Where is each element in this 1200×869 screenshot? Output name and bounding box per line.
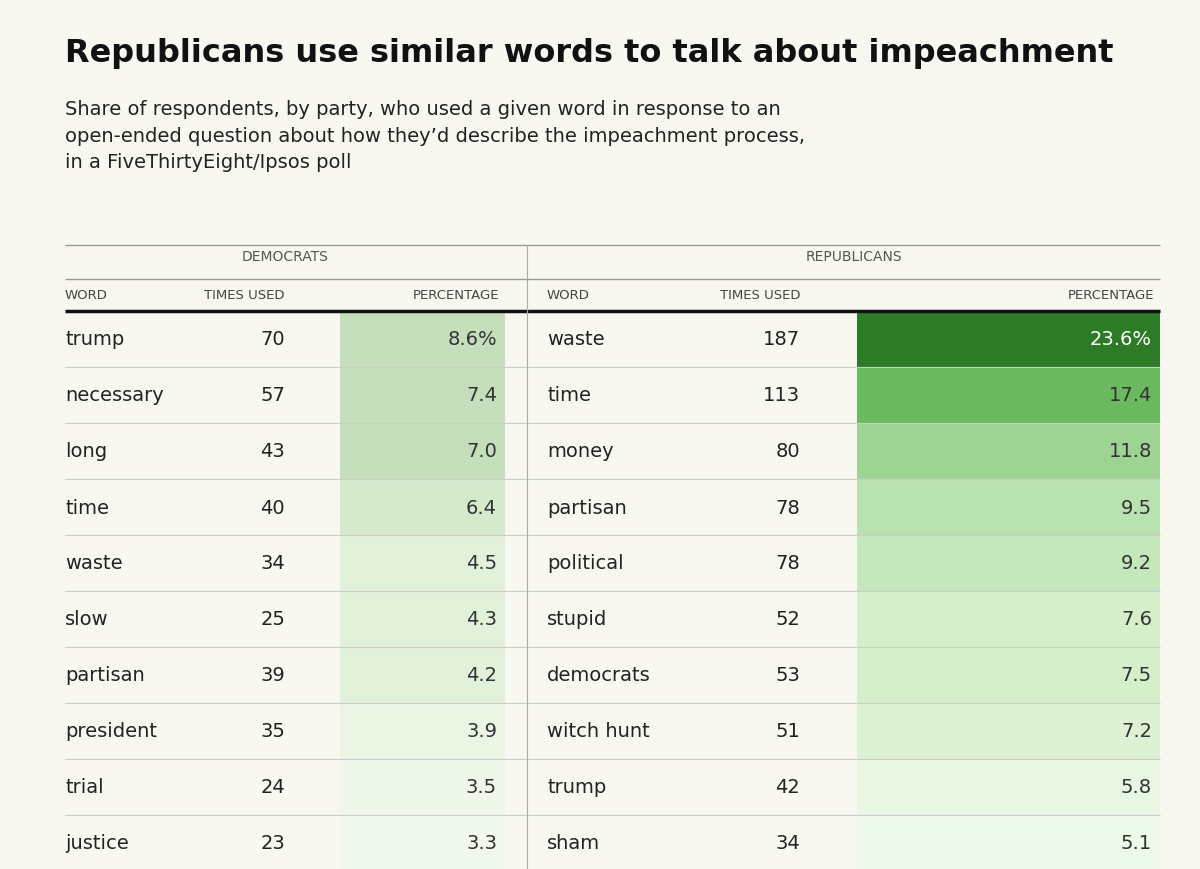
Text: 3.3: 3.3 bbox=[466, 833, 497, 852]
Text: 9.2: 9.2 bbox=[1121, 554, 1152, 573]
Text: TIMES USED: TIMES USED bbox=[204, 289, 286, 302]
Text: 40: 40 bbox=[260, 498, 286, 517]
Text: waste: waste bbox=[547, 330, 605, 349]
Text: WORD: WORD bbox=[547, 289, 590, 302]
Text: 24: 24 bbox=[260, 778, 286, 797]
Text: 51: 51 bbox=[775, 721, 800, 740]
Text: 70: 70 bbox=[260, 330, 286, 349]
Text: 113: 113 bbox=[763, 386, 800, 405]
Text: 187: 187 bbox=[763, 330, 800, 349]
Text: 23: 23 bbox=[260, 833, 286, 852]
Text: 7.4: 7.4 bbox=[466, 386, 497, 405]
Text: witch hunt: witch hunt bbox=[547, 721, 649, 740]
Text: stupid: stupid bbox=[547, 610, 607, 629]
Bar bbox=[857, 703, 1160, 760]
Text: partisan: partisan bbox=[547, 498, 626, 517]
Text: 7.5: 7.5 bbox=[1121, 666, 1152, 685]
Bar bbox=[857, 312, 1160, 368]
Bar bbox=[857, 760, 1160, 815]
Text: WORD: WORD bbox=[65, 289, 108, 302]
Text: 4.5: 4.5 bbox=[466, 554, 497, 573]
Bar bbox=[340, 647, 505, 703]
Text: 7.6: 7.6 bbox=[1121, 610, 1152, 629]
Text: partisan: partisan bbox=[65, 666, 145, 685]
Text: Republicans use similar words to talk about impeachment: Republicans use similar words to talk ab… bbox=[65, 38, 1114, 69]
Text: president: president bbox=[65, 721, 157, 740]
Text: democrats: democrats bbox=[547, 666, 650, 685]
Text: 53: 53 bbox=[775, 666, 800, 685]
Text: 35: 35 bbox=[260, 721, 286, 740]
Text: 7.2: 7.2 bbox=[1121, 721, 1152, 740]
Text: 5.1: 5.1 bbox=[1121, 833, 1152, 852]
Bar bbox=[857, 423, 1160, 480]
Text: political: political bbox=[547, 554, 624, 573]
Bar bbox=[340, 312, 505, 368]
Text: justice: justice bbox=[65, 833, 128, 852]
Text: 4.3: 4.3 bbox=[466, 610, 497, 629]
Text: 42: 42 bbox=[775, 778, 800, 797]
Text: DEMOCRATS: DEMOCRATS bbox=[241, 249, 329, 263]
Bar bbox=[857, 647, 1160, 703]
Text: money: money bbox=[547, 442, 613, 461]
Bar bbox=[340, 480, 505, 535]
Text: 34: 34 bbox=[260, 554, 286, 573]
Text: 8.6%: 8.6% bbox=[448, 330, 497, 349]
Text: trump: trump bbox=[65, 330, 125, 349]
Bar bbox=[857, 368, 1160, 423]
Text: 57: 57 bbox=[260, 386, 286, 405]
Text: TIMES USED: TIMES USED bbox=[720, 289, 800, 302]
Bar bbox=[857, 591, 1160, 647]
Text: trial: trial bbox=[65, 778, 103, 797]
Text: 4.2: 4.2 bbox=[466, 666, 497, 685]
Text: 52: 52 bbox=[775, 610, 800, 629]
Text: waste: waste bbox=[65, 554, 122, 573]
Bar bbox=[340, 368, 505, 423]
Text: 7.0: 7.0 bbox=[466, 442, 497, 461]
Text: 23.6%: 23.6% bbox=[1090, 330, 1152, 349]
Text: long: long bbox=[65, 442, 107, 461]
Bar bbox=[340, 423, 505, 480]
Text: Share of respondents, by party, who used a given word in response to an
open-end: Share of respondents, by party, who used… bbox=[65, 100, 805, 172]
Text: REPUBLICANS: REPUBLICANS bbox=[805, 249, 902, 263]
Text: necessary: necessary bbox=[65, 386, 163, 405]
Bar bbox=[340, 760, 505, 815]
Text: 43: 43 bbox=[260, 442, 286, 461]
Text: sham: sham bbox=[547, 833, 600, 852]
Text: PERCENTAGE: PERCENTAGE bbox=[413, 289, 499, 302]
Bar bbox=[340, 591, 505, 647]
Text: 3.9: 3.9 bbox=[466, 721, 497, 740]
Bar bbox=[340, 815, 505, 869]
Bar bbox=[340, 535, 505, 591]
Text: 34: 34 bbox=[775, 833, 800, 852]
Bar bbox=[857, 480, 1160, 535]
Text: 5.8: 5.8 bbox=[1121, 778, 1152, 797]
Bar bbox=[857, 535, 1160, 591]
Text: 80: 80 bbox=[775, 442, 800, 461]
Text: 78: 78 bbox=[775, 554, 800, 573]
Text: 11.8: 11.8 bbox=[1109, 442, 1152, 461]
Bar bbox=[857, 815, 1160, 869]
Text: 6.4: 6.4 bbox=[466, 498, 497, 517]
Text: slow: slow bbox=[65, 610, 109, 629]
Text: 39: 39 bbox=[260, 666, 286, 685]
Text: 17.4: 17.4 bbox=[1109, 386, 1152, 405]
Text: 3.5: 3.5 bbox=[466, 778, 497, 797]
Text: trump: trump bbox=[547, 778, 606, 797]
Bar bbox=[340, 703, 505, 760]
Text: 78: 78 bbox=[775, 498, 800, 517]
Text: 9.5: 9.5 bbox=[1121, 498, 1152, 517]
Text: time: time bbox=[65, 498, 109, 517]
Text: time: time bbox=[547, 386, 592, 405]
Text: PERCENTAGE: PERCENTAGE bbox=[1068, 289, 1154, 302]
Text: 25: 25 bbox=[260, 610, 286, 629]
